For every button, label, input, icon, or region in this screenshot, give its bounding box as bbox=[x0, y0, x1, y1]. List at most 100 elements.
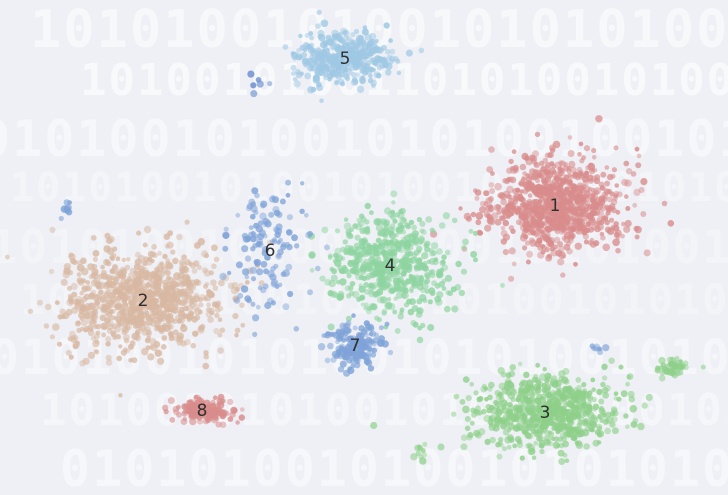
scatter-point bbox=[523, 371, 530, 378]
scatter-point bbox=[396, 70, 402, 76]
scatter-point bbox=[568, 160, 576, 168]
scatter-point bbox=[292, 77, 298, 82]
scatter-point bbox=[257, 220, 264, 226]
scatter-point bbox=[661, 200, 668, 207]
scatter-point bbox=[609, 421, 616, 428]
scatter-point bbox=[376, 65, 383, 71]
scatter-point bbox=[222, 232, 230, 239]
scatter-point bbox=[103, 274, 109, 280]
scatter-point bbox=[264, 301, 272, 310]
scatter-point bbox=[484, 438, 491, 445]
scatter-point bbox=[516, 189, 523, 196]
scatter-point bbox=[633, 225, 640, 232]
scatter-point bbox=[410, 319, 417, 326]
scatter-point bbox=[499, 396, 505, 403]
scatter-point bbox=[546, 439, 552, 445]
scatter-point bbox=[238, 414, 245, 421]
scatter-point bbox=[427, 324, 435, 331]
scatter-point bbox=[539, 448, 545, 455]
scatter-point bbox=[539, 423, 546, 430]
scatter-point bbox=[580, 225, 587, 232]
scatter-point bbox=[401, 257, 409, 265]
scatter-point bbox=[580, 193, 588, 201]
scatter-point bbox=[419, 220, 426, 227]
scatter-point bbox=[141, 328, 149, 336]
scatter-point bbox=[200, 323, 206, 330]
scatter-point bbox=[356, 85, 365, 94]
scatter-point bbox=[420, 448, 426, 454]
scatter-point bbox=[418, 47, 425, 54]
scatter-point bbox=[394, 328, 401, 334]
scatter-point bbox=[581, 402, 587, 408]
scatter-point bbox=[571, 415, 577, 421]
scatter-point bbox=[527, 444, 535, 452]
scatter-point bbox=[438, 222, 446, 229]
scatter-point bbox=[79, 304, 87, 312]
scatter-point bbox=[616, 191, 623, 198]
scatter-point bbox=[409, 275, 417, 283]
scatter-point bbox=[451, 217, 458, 224]
scatter-point bbox=[85, 308, 91, 314]
scatter-point bbox=[558, 229, 565, 235]
scatter-point bbox=[337, 332, 344, 339]
scatter-point bbox=[542, 367, 547, 372]
scatter-point bbox=[156, 282, 162, 288]
scatter-point bbox=[242, 235, 250, 243]
scatter-outlier-group bbox=[247, 70, 273, 98]
scatter-point bbox=[489, 188, 496, 194]
scatter-point bbox=[549, 147, 556, 153]
scatter-point bbox=[407, 250, 414, 257]
scatter-point bbox=[317, 33, 323, 40]
scatter-point bbox=[551, 163, 557, 169]
scatter-point bbox=[98, 273, 104, 280]
scatter-point bbox=[587, 399, 592, 405]
scatter-point bbox=[562, 401, 569, 408]
scatter-point bbox=[474, 195, 480, 201]
scatter-point bbox=[522, 245, 528, 251]
scatter-point bbox=[541, 387, 547, 393]
scatter-point bbox=[538, 221, 545, 228]
scatter-point bbox=[428, 287, 436, 295]
scatter-point bbox=[362, 226, 370, 234]
scatter-point bbox=[262, 283, 269, 290]
scatter-point bbox=[286, 243, 293, 251]
scatter-point bbox=[207, 316, 214, 324]
scatter-point bbox=[544, 225, 551, 232]
scatter-point bbox=[502, 219, 509, 227]
scatter-point bbox=[346, 231, 352, 237]
scatter-point bbox=[554, 424, 561, 432]
scatter-points bbox=[5, 9, 706, 465]
scatter-point bbox=[548, 173, 554, 179]
scatter-point bbox=[92, 256, 98, 262]
scatter-point bbox=[510, 416, 517, 423]
scatter-point bbox=[578, 141, 584, 147]
scatter-point bbox=[290, 64, 297, 71]
scatter-point bbox=[540, 243, 546, 249]
scatter-point bbox=[118, 344, 123, 349]
scatter-point bbox=[497, 440, 503, 446]
scatter-point bbox=[394, 287, 400, 293]
scatter-point bbox=[369, 210, 374, 216]
scatter-point bbox=[484, 224, 492, 232]
scatter-point bbox=[496, 209, 502, 215]
scatter-point bbox=[67, 297, 73, 303]
scatter-point bbox=[270, 195, 276, 200]
scatter-point bbox=[416, 245, 423, 252]
scatter-point bbox=[167, 324, 172, 330]
scatter-point bbox=[308, 31, 314, 36]
scatter-point bbox=[107, 308, 113, 315]
scatter-point bbox=[235, 420, 240, 425]
scatter-point bbox=[527, 193, 533, 198]
scatter-point bbox=[678, 365, 684, 371]
scatter-point bbox=[79, 290, 84, 296]
scatter-point bbox=[387, 349, 394, 356]
scatter-point bbox=[74, 303, 80, 309]
scatter-point bbox=[539, 209, 545, 215]
cluster-label: 2 bbox=[138, 291, 149, 311]
scatter-point bbox=[327, 342, 334, 350]
scatter-point bbox=[395, 291, 403, 299]
scatter-point bbox=[134, 334, 141, 342]
scatter-point bbox=[416, 336, 424, 344]
scatter-point bbox=[506, 381, 515, 390]
scatter-point bbox=[433, 257, 439, 262]
